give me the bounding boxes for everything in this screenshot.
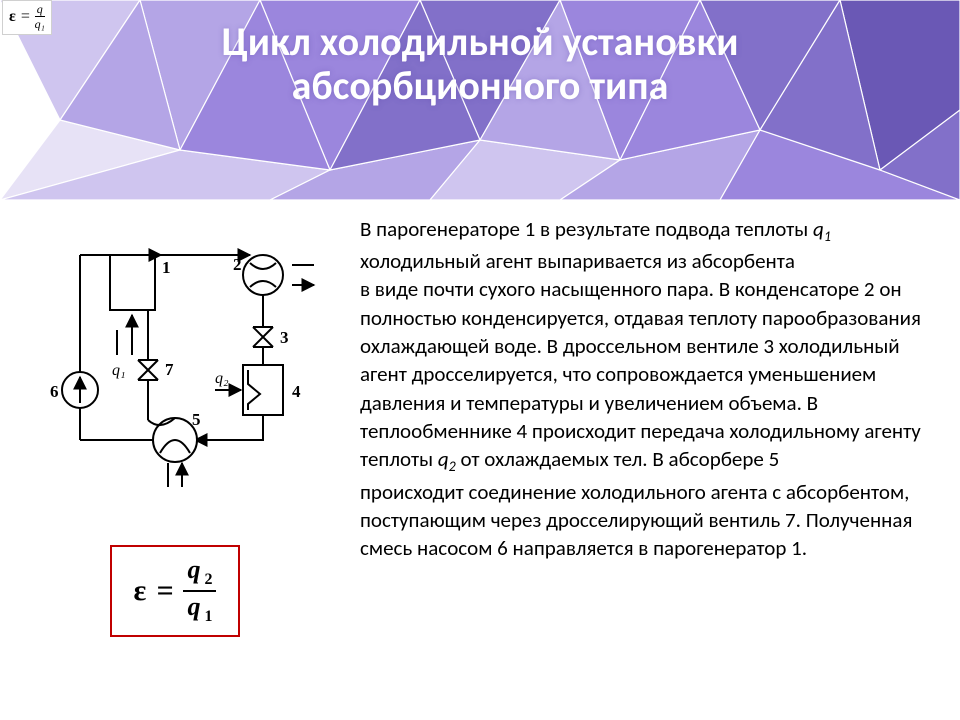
body-text: В парогенераторе 1 в результате подвода … <box>350 215 960 720</box>
title-banner <box>0 0 960 200</box>
chip-epsilon: ε <box>9 8 16 26</box>
node-5-label: 5 <box>192 410 201 429</box>
node-6-label: 6 <box>50 382 59 401</box>
node-3-label: 3 <box>280 328 289 347</box>
node-1-label: 1 <box>162 258 171 277</box>
content-area: 1 2 3 4 5 6 7 q₁ q₂ ε = q2 q1 <box>0 215 960 720</box>
q1-label: q₁ <box>112 362 126 379</box>
formula-chip: ε = q q₁ <box>2 0 52 35</box>
efficiency-equation: ε = q2 q1 <box>110 545 241 637</box>
paragraph-1: В парогенераторе 1 в результате подвода … <box>360 215 932 275</box>
chip-fraction: q q₁ <box>35 3 45 30</box>
paragraph-2: в виде почти сухого насыщенного пара. В … <box>360 275 932 477</box>
eq-epsilon: ε <box>134 574 147 608</box>
chip-equals: = <box>20 8 31 26</box>
node-4-label: 4 <box>292 382 301 401</box>
eq-fraction: q2 q1 <box>183 557 216 625</box>
node-2-label: 2 <box>233 255 242 274</box>
q2-label: q₂ <box>215 370 229 387</box>
left-column: 1 2 3 4 5 6 7 q₁ q₂ ε = q2 q1 <box>0 215 350 720</box>
paragraph-3: происходит соединение холодильного агент… <box>360 478 932 563</box>
node-7-label: 7 <box>165 360 174 379</box>
schematic-diagram: 1 2 3 4 5 6 7 q₁ q₂ <box>20 215 330 495</box>
eq-equals: = <box>156 574 173 608</box>
